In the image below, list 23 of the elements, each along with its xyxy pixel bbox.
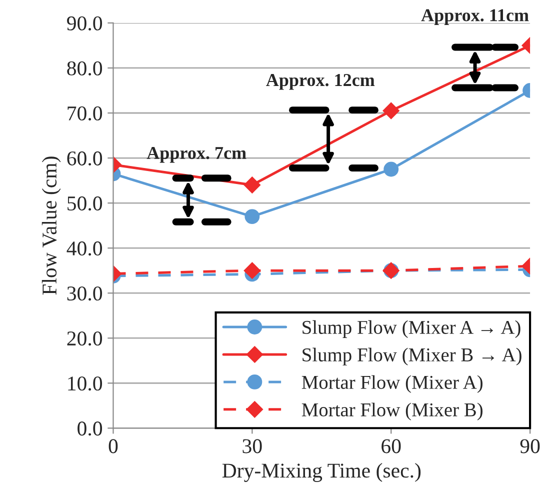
- x-tick-label: 30: [242, 439, 262, 454]
- legend-label: Mortar Flow (Mixer B): [302, 402, 482, 420]
- y-tick-label: 20.0: [67, 331, 102, 346]
- y-axis-title: Flow Value (cm): [42, 156, 61, 295]
- y-tick-label: 10.0: [68, 376, 102, 391]
- x-tick-label: 60: [382, 439, 401, 454]
- legend-label: Mortar Flow (Mixer A): [302, 375, 482, 393]
- y-tick-label: 40.0: [66, 241, 102, 256]
- annotation: Approx. 12cm: [266, 74, 375, 90]
- x-tick-label: 0: [108, 439, 118, 454]
- y-tick-label: 90.0: [67, 16, 102, 30]
- legend-label: Slump Flow (Mixer B → A): [302, 348, 522, 366]
- annotation: Approx. 7cm: [146, 146, 246, 163]
- x-tick-label: 90: [520, 439, 540, 454]
- y-tick-label: 80.0: [67, 61, 102, 76]
- y-tick-label: 30.0: [67, 286, 102, 301]
- annotation: Approx. 11cm: [421, 9, 529, 25]
- legend-label: Slump Flow (Mixer A → A): [302, 320, 520, 338]
- y-tick-label: 60.0: [67, 151, 102, 166]
- y-tick-label: 50.0: [68, 196, 102, 211]
- y-tick-label: 0.0: [78, 422, 102, 436]
- y-tick-label: 70.0: [68, 106, 102, 121]
- x-axis-title: Dry-Mixing Time (sec.): [222, 463, 421, 482]
